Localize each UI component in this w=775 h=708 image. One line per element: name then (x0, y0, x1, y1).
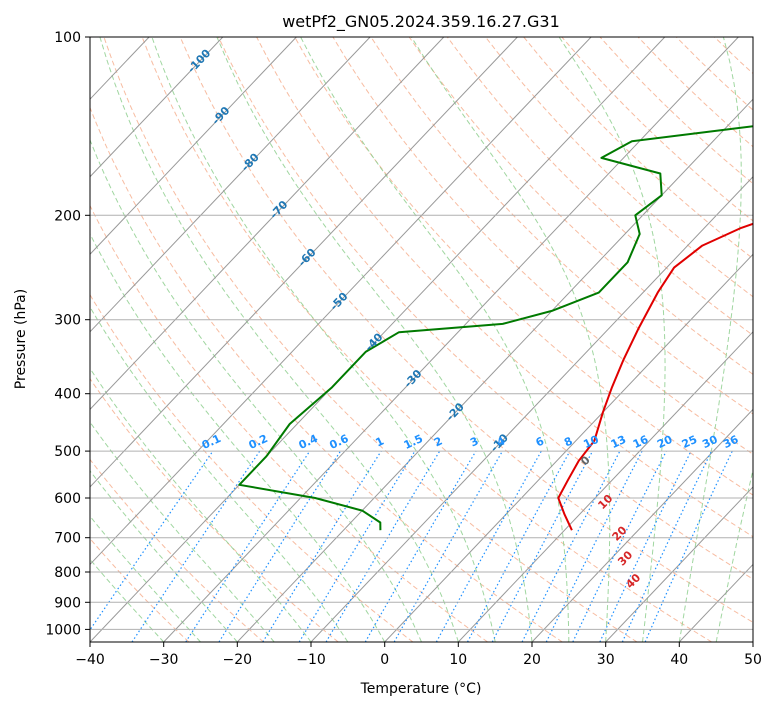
dry-adiabat (90, 458, 264, 642)
y-tick-label: 200 (54, 208, 81, 224)
mixing-ratio-line (262, 450, 382, 642)
y-tick-label: 600 (54, 491, 81, 507)
mixing-ratio-label: 16 (631, 433, 651, 451)
chart-title: wetPf2_GN05.2024.359.16.27.G31 (282, 12, 560, 32)
x-tick-label: 10 (449, 652, 467, 668)
moist-adiabat (90, 515, 201, 642)
isotherm-line (90, 37, 224, 178)
isotherm-line (90, 37, 371, 333)
dry-adiabat (179, 37, 753, 623)
plot-frame (89, 36, 754, 643)
mixing-ratio-line (435, 450, 542, 642)
moist-adiabat (558, 37, 666, 642)
moist-adiabat (216, 37, 533, 642)
dry-adiabat (370, 37, 753, 415)
y-axis-label: Pressure (hPa) (13, 289, 29, 389)
temperature-profile-line (557, 222, 753, 531)
dry-adiabat (141, 37, 712, 642)
moist-adiabat (90, 138, 422, 642)
isotherm-line (457, 331, 753, 642)
y-tick-label: 100 (54, 30, 81, 46)
moist-adiabat (410, 37, 611, 642)
x-axis-label: Temperature (°C) (360, 681, 482, 697)
isotherm-line (531, 408, 753, 642)
mixing-ratio-label: 25 (680, 433, 699, 451)
mixing-ratio-line (218, 450, 342, 642)
isotherm-line (90, 37, 592, 566)
y-tick-label: 800 (54, 565, 81, 581)
x-tick-label: −20 (223, 652, 253, 668)
isotherm-line (90, 37, 518, 488)
x-tick-label: 50 (744, 652, 762, 668)
moist-adiabat (300, 37, 570, 642)
mixing-ratio-line (393, 450, 504, 642)
moist-adiabat (90, 232, 386, 642)
mixing-ratio-line (644, 450, 733, 642)
isotherm-line (90, 37, 666, 642)
moist-adiabat (151, 37, 496, 642)
x-tick-label: 0 (380, 652, 389, 668)
moist-adiabat (715, 467, 753, 642)
y-tick-label: 300 (54, 313, 81, 329)
isotherm-line (90, 37, 445, 411)
mixing-ratio-label: 13 (609, 433, 628, 451)
mixing-ratio-label: 36 (721, 433, 741, 451)
x-tick-label: −30 (149, 652, 179, 668)
x-tick-label: −10 (296, 652, 326, 668)
y-tick-label: 400 (54, 387, 81, 403)
isotherm-line (90, 37, 297, 256)
isotherm-line (163, 37, 739, 642)
mixing-ratio-line (131, 450, 261, 642)
mixing-ratio-line (185, 450, 311, 642)
y-axis: 100 200 300 400 500 600 700 800 900 1000 (45, 30, 90, 638)
mixing-ratio-line (466, 450, 571, 642)
mixing-ratio-line (90, 450, 214, 631)
y-tick-label: 700 (54, 531, 81, 547)
y-tick-label: 500 (54, 444, 81, 460)
isotherm-line (384, 253, 753, 642)
mixing-ratio-label: 30 (700, 433, 720, 451)
dewpoint-profile-line (238, 125, 753, 531)
isotherm-line (310, 176, 753, 642)
dry-adiabat (485, 37, 753, 298)
x-tick-label: 20 (523, 652, 541, 668)
background-lines (90, 37, 753, 642)
sounding-profiles (238, 125, 753, 531)
isotherm-line (605, 486, 753, 642)
moist-adiabat (90, 367, 312, 642)
mixing-ratio-label: 10 (581, 433, 601, 451)
dry-adiabat (408, 37, 753, 375)
moist-adiabat (678, 37, 742, 642)
mixing-ratio-line (545, 450, 643, 642)
moist-adiabat (99, 37, 459, 642)
dry-adiabat (217, 37, 753, 580)
x-tick-label: 40 (670, 652, 688, 668)
dry-adiabat (294, 37, 753, 496)
isobar-gridlines (90, 37, 753, 630)
x-tick-label: −40 (75, 652, 105, 668)
dry-adiabat (90, 106, 563, 642)
isotherm-line (236, 98, 753, 642)
moist-adiabat (90, 470, 238, 642)
y-tick-label: 1000 (45, 622, 81, 638)
x-axis: −40 −30 −20 −10 0 10 20 30 40 50 (75, 642, 762, 668)
dry-adiabat (90, 204, 488, 642)
mixing-ratio-line (298, 450, 416, 642)
mixing-ratio-label: 20 (655, 433, 675, 451)
dry-adiabat (90, 537, 190, 642)
dry-adiabat (103, 37, 638, 642)
moist-adiabat (90, 558, 165, 642)
x-tick-label: 30 (597, 652, 615, 668)
mixing-ratio-line (572, 450, 667, 642)
moist-adiabat (90, 306, 349, 642)
y-tick-label: 900 (54, 595, 81, 611)
